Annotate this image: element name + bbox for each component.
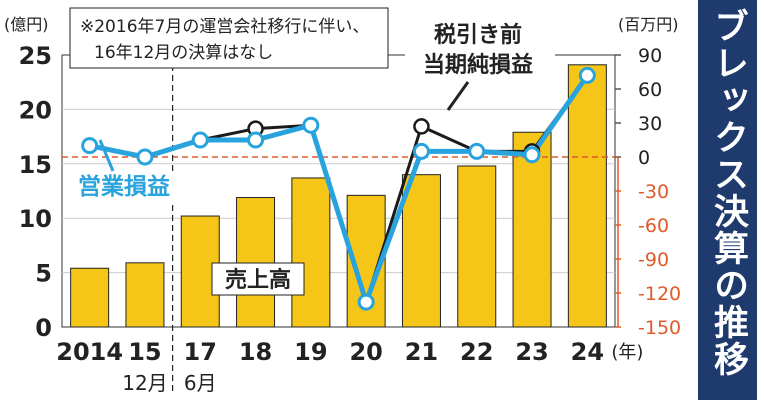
x-tick-label: 15	[128, 338, 161, 366]
right-tick-label: -120	[638, 283, 681, 305]
title-panel: ブレックス決算の推移	[698, 0, 757, 400]
label-pretax-line-1: 税引き前	[434, 22, 522, 48]
right-tick-label: 30	[638, 113, 662, 135]
left-axis-unit: (億円)	[4, 15, 49, 34]
x-tick-label: 21	[405, 338, 438, 366]
label-sales: 売上高	[225, 267, 291, 293]
x-tick-label: 23	[515, 338, 548, 366]
line-operating	[89, 73, 590, 310]
point-operating	[81, 137, 99, 155]
right-axis-unit: (百万円)	[618, 15, 679, 34]
right-tick-label: -90	[638, 249, 669, 271]
label-bg-operating	[72, 171, 202, 201]
x-tick-label: 24	[571, 338, 604, 366]
bar	[291, 177, 331, 328]
x-tick-label: 2014	[56, 338, 123, 366]
left-tick-label: 25	[19, 42, 52, 70]
point-operating	[247, 131, 265, 149]
chart-title: ブレックス決算の推移	[708, 8, 748, 378]
bar	[236, 197, 276, 328]
label-pointer-pretax	[446, 81, 470, 111]
right-tick-label: 60	[638, 79, 662, 101]
x-tick-label: 22	[460, 338, 493, 366]
point-operating	[357, 293, 375, 311]
x-axis-unit: (年)	[611, 342, 643, 363]
point-operating	[412, 142, 430, 160]
left-tick-label: 10	[19, 205, 52, 233]
label-operating: 営業損益	[78, 173, 170, 200]
bar	[70, 267, 110, 328]
point-operating	[302, 116, 320, 134]
left-tick-label: 15	[19, 151, 52, 179]
point-operating	[136, 148, 154, 166]
point-operating	[191, 131, 209, 149]
point-operating	[468, 142, 486, 160]
right-tick-label: -60	[638, 215, 669, 237]
bar	[457, 165, 497, 328]
right-tick-label: 90	[638, 45, 662, 67]
point-operating	[523, 146, 541, 164]
bar	[125, 262, 165, 328]
label-bg-pretax	[405, 14, 555, 82]
right-tick-label: -150	[638, 317, 681, 339]
bar	[567, 64, 607, 328]
point-pretax	[413, 118, 430, 135]
chart: 0 5 10 15 20 25 (億円) 90 60 30 0 -30 -60 -90 -120 -150 (百…	[4, 7, 681, 395]
x-tick-label: 20	[349, 338, 382, 366]
left-tick-label: 20	[19, 96, 52, 124]
x-tick-sublabel: 12月	[122, 371, 167, 395]
label-pretax-line-2: 当期純損益	[423, 52, 533, 78]
left-tick-label: 5	[35, 260, 52, 288]
x-tick-label: 18	[239, 338, 272, 366]
bar	[512, 131, 552, 328]
x-tick-label: 17	[184, 338, 217, 366]
left-tick-label: 0	[35, 314, 52, 342]
label-box-sales	[211, 262, 305, 296]
note-line-1: ※2016年7月の運営会社移行に伴い、	[80, 17, 369, 37]
x-tick-label: 19	[294, 338, 327, 366]
x-tick-sublabel: 6月	[184, 371, 217, 395]
bar	[401, 174, 441, 328]
right-tick-label: 0	[638, 147, 650, 169]
right-tick-label: -30	[638, 181, 669, 203]
point-operating	[578, 66, 596, 84]
label-pointer-operating	[98, 139, 115, 172]
note-box	[69, 7, 389, 69]
note-line-2: 16年12月の決算はなし	[94, 43, 273, 63]
